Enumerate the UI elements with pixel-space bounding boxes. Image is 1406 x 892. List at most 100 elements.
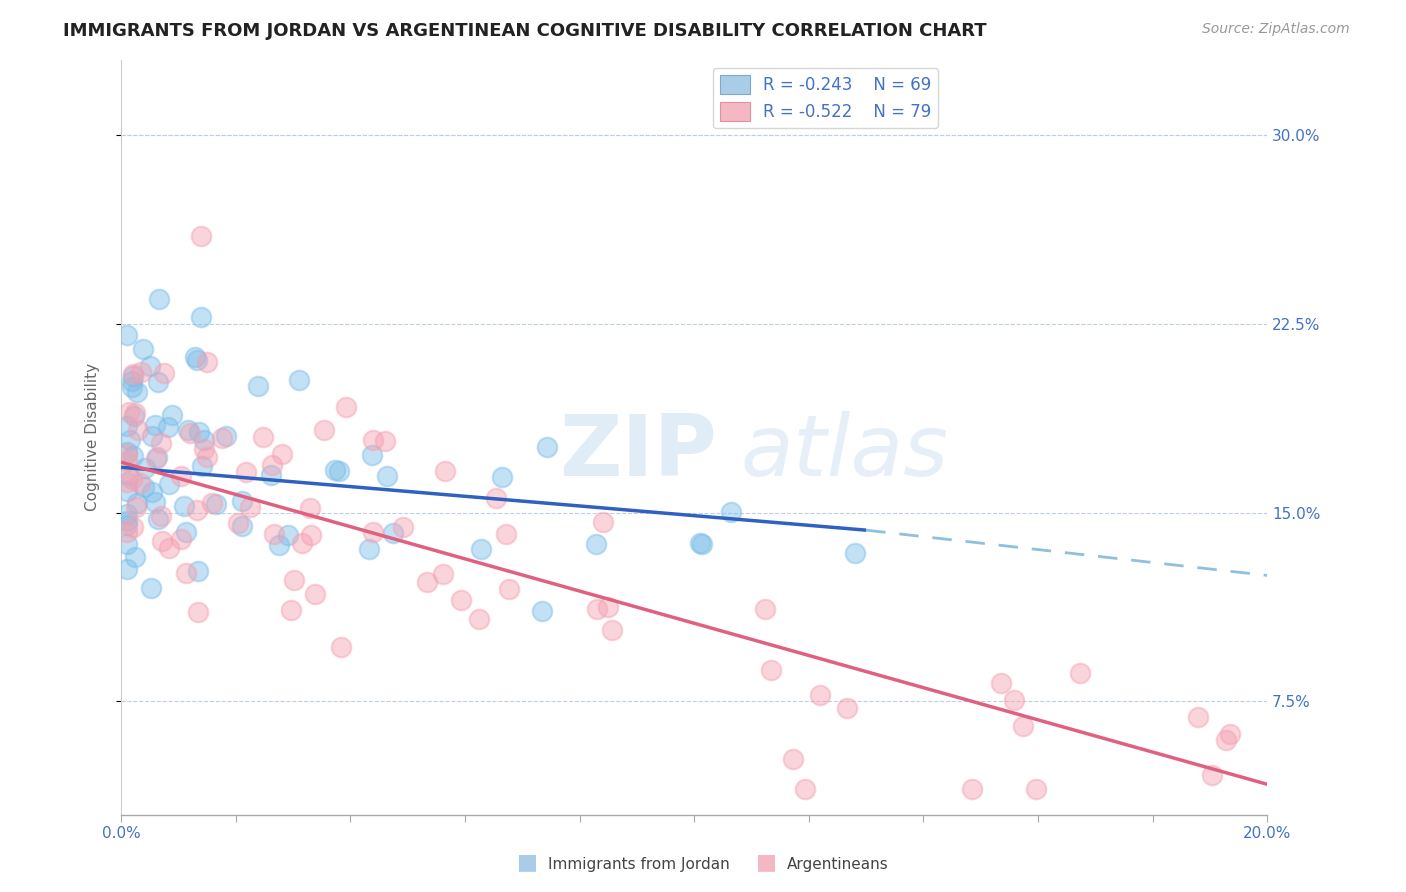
Point [357, 542, 380, 557]
Point [277, 527, 299, 541]
Point [115, 507, 138, 521]
Point [485, 491, 508, 505]
Point [121, 380, 143, 394]
Point [173, 499, 195, 513]
Point [174, 525, 197, 540]
Point [127, 423, 149, 437]
Point [491, 470, 513, 484]
Point [186, 353, 208, 368]
Point [153, 366, 176, 380]
Point [121, 369, 143, 384]
Point [191, 458, 214, 473]
Point [246, 379, 269, 393]
Text: Source: ZipAtlas.com: Source: ZipAtlas.com [1202, 22, 1350, 37]
Point [361, 448, 384, 462]
Point [122, 368, 145, 382]
Point [190, 228, 212, 243]
Point [141, 429, 163, 443]
Point [600, 623, 623, 637]
Point [1201, 768, 1223, 782]
Point [115, 518, 138, 533]
Point [252, 430, 274, 444]
Point [837, 701, 859, 715]
Point [129, 365, 152, 379]
Point [139, 581, 162, 595]
Point [280, 602, 302, 616]
Point [115, 327, 138, 342]
Point [157, 541, 180, 555]
Point [117, 468, 139, 483]
Point [187, 564, 209, 578]
Point [754, 602, 776, 616]
Point [174, 566, 197, 580]
Point [782, 752, 804, 766]
Point [495, 526, 517, 541]
Point [148, 292, 170, 306]
Point [170, 532, 193, 546]
Point [118, 405, 141, 419]
Point [146, 376, 169, 390]
Point [195, 450, 218, 465]
Point [328, 464, 350, 478]
Text: Argentineans: Argentineans [787, 857, 889, 872]
Point [115, 475, 138, 490]
Point [215, 429, 238, 443]
Point [134, 460, 156, 475]
Point [416, 574, 439, 589]
Point [186, 503, 208, 517]
Point [115, 537, 138, 551]
Point [162, 408, 184, 422]
Point [271, 447, 294, 461]
Point [115, 562, 138, 576]
Point [720, 505, 742, 519]
Point [211, 431, 233, 445]
Point [1218, 727, 1240, 741]
Point [115, 447, 138, 461]
Point [586, 602, 609, 616]
Point [115, 419, 138, 434]
Point [127, 495, 149, 509]
Point [382, 526, 405, 541]
Point [143, 418, 166, 433]
Point [291, 536, 314, 550]
Point [1025, 782, 1047, 797]
Point [299, 528, 322, 542]
Point [156, 419, 179, 434]
Point [1215, 732, 1237, 747]
Point [122, 449, 145, 463]
Point [141, 484, 163, 499]
Point [960, 782, 983, 797]
Point [157, 476, 180, 491]
Point [299, 500, 322, 515]
Point [197, 354, 219, 368]
Point [231, 494, 253, 508]
Point [235, 465, 257, 479]
Point [283, 573, 305, 587]
Point [149, 509, 172, 524]
Point [115, 524, 138, 539]
Point [374, 434, 396, 448]
Point [262, 458, 284, 473]
Point [470, 542, 492, 557]
Point [124, 406, 146, 420]
Point [375, 469, 398, 483]
Point [231, 519, 253, 533]
Point [335, 401, 357, 415]
Point [139, 359, 162, 373]
Point [391, 520, 413, 534]
Point [498, 582, 520, 597]
Point [592, 515, 614, 529]
Point [121, 374, 143, 388]
Point [170, 469, 193, 483]
Point [689, 535, 711, 549]
Point [1069, 666, 1091, 681]
Point [149, 435, 172, 450]
Point [115, 454, 138, 468]
Point [115, 483, 138, 498]
Text: atlas: atlas [740, 410, 948, 493]
Text: IMMIGRANTS FROM JORDAN VS ARGENTINEAN COGNITIVE DISABILITY CORRELATION CHART: IMMIGRANTS FROM JORDAN VS ARGENTINEAN CO… [63, 22, 987, 40]
Text: ■: ■ [517, 853, 537, 872]
Point [143, 495, 166, 509]
Point [115, 515, 138, 529]
Point [844, 546, 866, 560]
